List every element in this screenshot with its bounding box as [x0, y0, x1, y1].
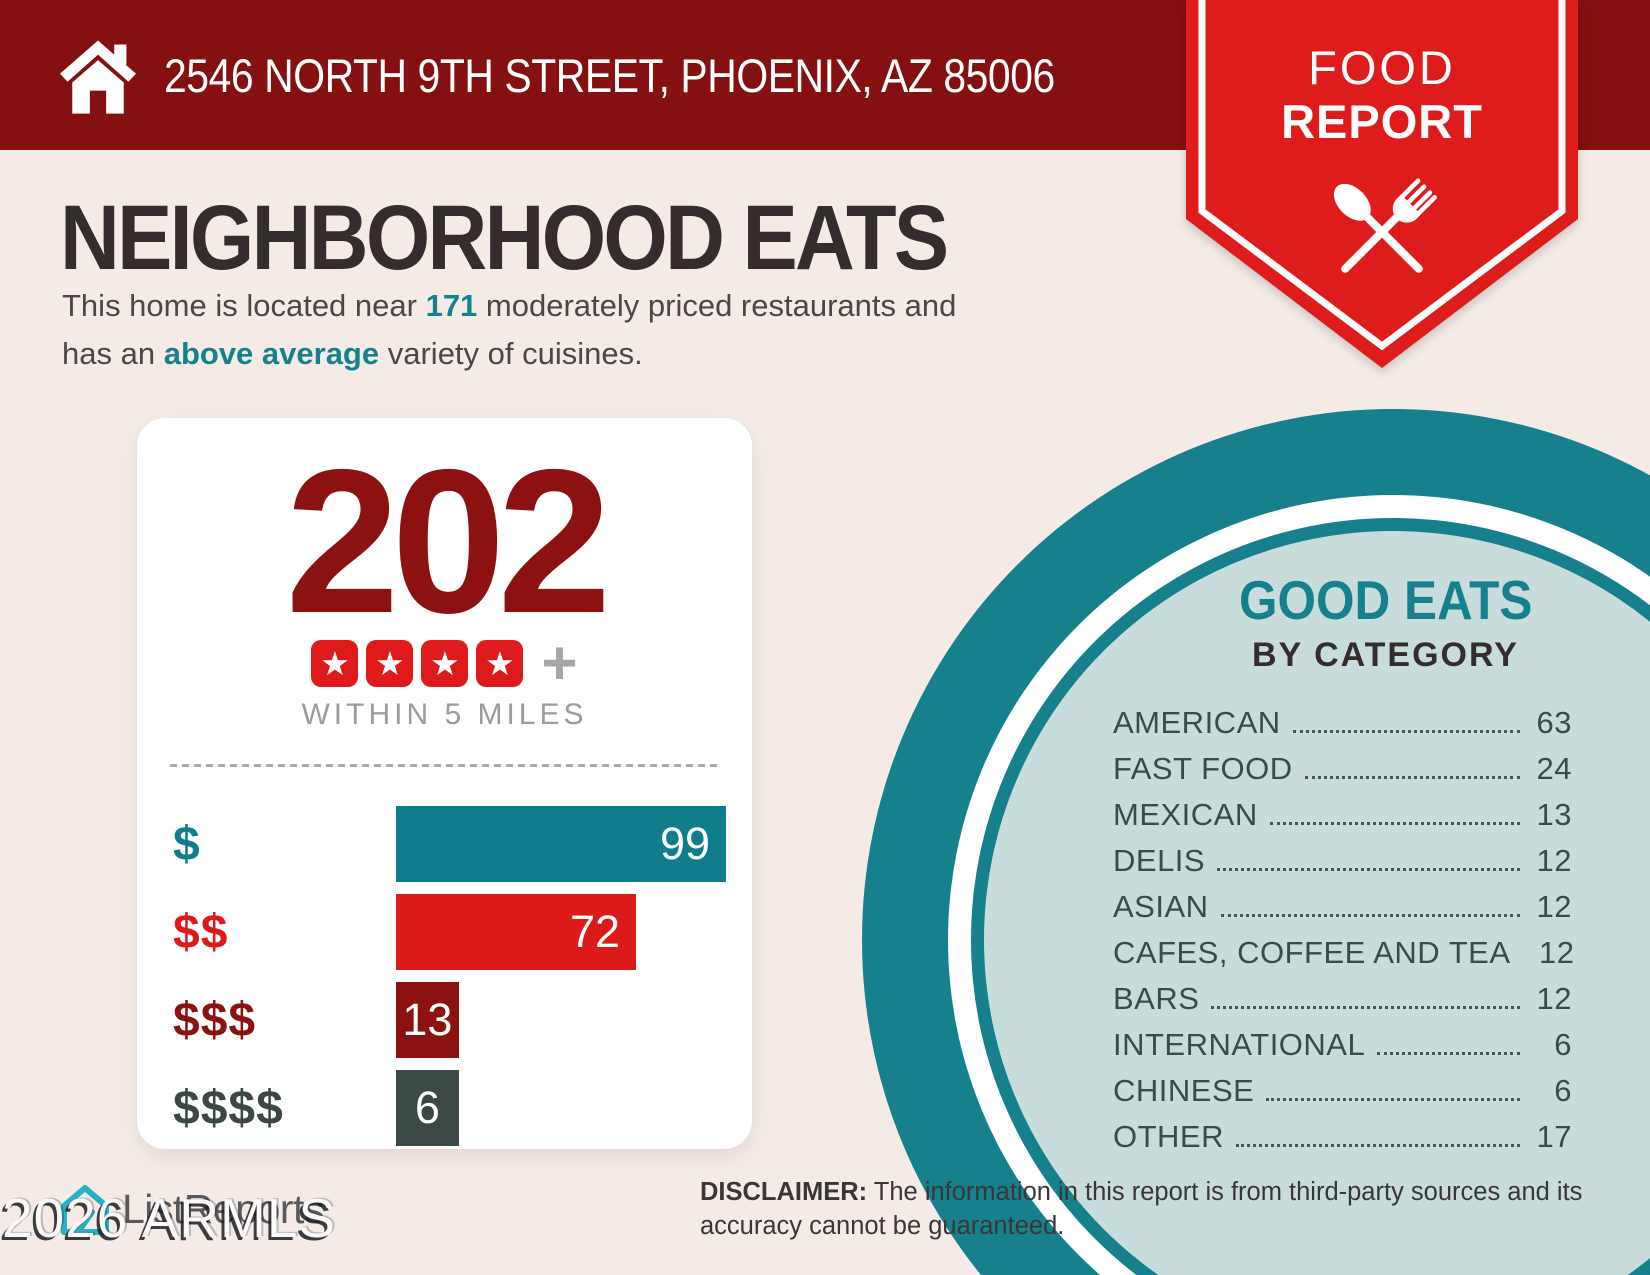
- price-tier-bar-track: 99: [396, 806, 726, 882]
- disclaimer-text: accuracy cannot be guaranteed.: [700, 1211, 1065, 1240]
- category-list: AMERICAN 63 FAST FOOD 24 MEXICAN 13 DELIS 12 ASI…: [1113, 705, 1575, 1165]
- price-tier-label: $$$: [173, 993, 257, 1047]
- price-tier-bar-track: 72: [396, 894, 726, 970]
- category-row: CHINESE 6: [1113, 1073, 1572, 1119]
- category-row: CAFES, COFFEE AND TEA 12: [1113, 935, 1575, 981]
- armls-watermark: 2026 ARMLS: [2, 1187, 337, 1249]
- category-value: 12: [1536, 889, 1572, 924]
- price-tier-row: $$ 72: [173, 894, 726, 970]
- dotted-leader: [1292, 730, 1520, 733]
- dotted-leader: [1236, 1144, 1520, 1147]
- price-tier-bar: 99: [396, 806, 726, 882]
- dotted-leader: [1211, 1006, 1520, 1009]
- category-row: DELIS 12: [1113, 843, 1572, 889]
- listreports-house-icon: [61, 1185, 109, 1235]
- food-report-ribbon: [1186, 0, 1578, 368]
- dotted-leader: [1269, 822, 1520, 825]
- page-title: NEIGHBORHOOD EATS: [60, 187, 949, 289]
- disclaimer: DISCLAIMER: The information in this repo…: [700, 1176, 1600, 1244]
- category-row: FAST FOOD 24: [1113, 751, 1572, 797]
- price-tier-row: $$$ 13: [173, 982, 726, 1058]
- brand-name: ListReports: [122, 1185, 324, 1232]
- dotted-leader: [1217, 868, 1520, 871]
- price-tier-value: 6: [414, 1082, 440, 1133]
- dotted-leader: [1304, 776, 1520, 779]
- variety-highlight: above average: [163, 336, 380, 372]
- price-tier-label: $$: [173, 905, 229, 959]
- category-label: DELIS: [1113, 843, 1206, 878]
- ribbon-label-food: FOOD: [1308, 41, 1456, 94]
- dotted-leader: [1266, 1098, 1520, 1101]
- category-row: OTHER 17: [1113, 1119, 1572, 1165]
- category-label: MEXICAN: [1113, 797, 1258, 832]
- category-row: INTERNATIONAL 6: [1113, 1027, 1572, 1073]
- category-value: 13: [1536, 797, 1572, 832]
- category-row: AMERICAN 63: [1113, 705, 1572, 751]
- restaurant-count: 171: [425, 288, 478, 323]
- category-label: CAFES, COFFEE AND TEA: [1113, 935, 1511, 970]
- subtitle-text: has an: [62, 336, 164, 372]
- category-label: OTHER: [1113, 1119, 1224, 1154]
- star-icon: ★: [476, 640, 524, 687]
- category-label: ASIAN: [1113, 889, 1209, 924]
- disclaimer-label: DISCLAIMER:: [700, 1178, 868, 1206]
- category-row: MEXICAN 13: [1113, 797, 1572, 843]
- category-label: AMERICAN: [1113, 705, 1281, 740]
- category-value: 6: [1554, 1073, 1572, 1108]
- price-tier-bar: 13: [396, 982, 459, 1058]
- ribbon-label-report: REPORT: [1281, 95, 1483, 148]
- category-label: BARS: [1113, 981, 1200, 1016]
- price-tier-row: $99: [173, 806, 726, 882]
- star-icon: ★: [421, 640, 469, 687]
- dotted-leader: [1220, 914, 1520, 917]
- total-restaurant-count: 202: [285, 427, 611, 656]
- listreports-logo: ListReports: [58, 1180, 324, 1238]
- price-tier-bar: 72: [396, 894, 636, 970]
- star-icon: ★: [366, 640, 414, 687]
- category-value: 12: [1539, 935, 1575, 970]
- home-icon: [60, 40, 136, 114]
- category-label: INTERNATIONAL: [1113, 1027, 1366, 1062]
- price-tier-value: 99: [659, 818, 710, 869]
- price-tier-row: $$$$ 6: [173, 1070, 726, 1146]
- plus-icon: +: [541, 629, 578, 698]
- category-value: 6: [1554, 1027, 1572, 1062]
- dotted-leader: [1377, 1052, 1520, 1055]
- radius-label: WITHIN 5 MILES: [301, 698, 588, 731]
- restaurant-summary-card: 202 ★ ★ ★ ★ + WITHIN 5 MILES $99 $$ 72 $$$ 13 $$$…: [137, 418, 752, 1149]
- category-value: 63: [1536, 705, 1572, 740]
- disclaimer-text: The information in this report is from t…: [867, 1178, 1583, 1206]
- fork-spoon-icon: [1333, 178, 1437, 273]
- category-value: 12: [1536, 981, 1572, 1016]
- category-label: FAST FOOD: [1113, 751, 1293, 786]
- subtitle-text: This home is located near: [62, 288, 426, 323]
- category-value: 12: [1536, 843, 1572, 878]
- category-row: ASIAN 12: [1113, 889, 1572, 935]
- price-tier-label: $: [173, 817, 201, 871]
- page-subtitle: This home is located near 171 moderately…: [62, 282, 1162, 379]
- price-tier-bar: 6: [396, 1070, 459, 1146]
- category-value: 17: [1536, 1119, 1572, 1154]
- dashed-divider: [170, 764, 719, 767]
- price-bar-chart: $99 $$ 72 $$$ 13 $$$$ 6: [173, 806, 726, 1158]
- good-eats-subtitle: BY CATEGORY: [1252, 636, 1519, 674]
- category-row: BARS 12: [1113, 981, 1572, 1027]
- subtitle-text: variety of cuisines.: [379, 336, 643, 372]
- price-tier-label: $$$$: [173, 1081, 284, 1135]
- price-tier-bar-track: 13: [396, 982, 726, 1058]
- category-label: CHINESE: [1113, 1073, 1255, 1108]
- price-tier-bar-track: 6: [396, 1070, 726, 1146]
- price-tier-value: 72: [569, 906, 620, 957]
- subtitle-text: moderately priced restaurants and: [477, 288, 957, 323]
- star-icon: ★: [311, 640, 359, 687]
- good-eats-title: GOOD EATS: [1239, 569, 1533, 631]
- category-value: 24: [1536, 751, 1572, 786]
- star-rating: ★ ★ ★ ★ +: [137, 629, 752, 698]
- price-tier-value: 13: [402, 994, 453, 1045]
- good-eats-panel: GOOD EATS BY CATEGORY AMERICAN 63 FAST FOO…: [1113, 568, 1575, 1165]
- property-address: 2546 NORTH 9TH STREET, PHOENIX, AZ 85006: [164, 48, 1055, 102]
